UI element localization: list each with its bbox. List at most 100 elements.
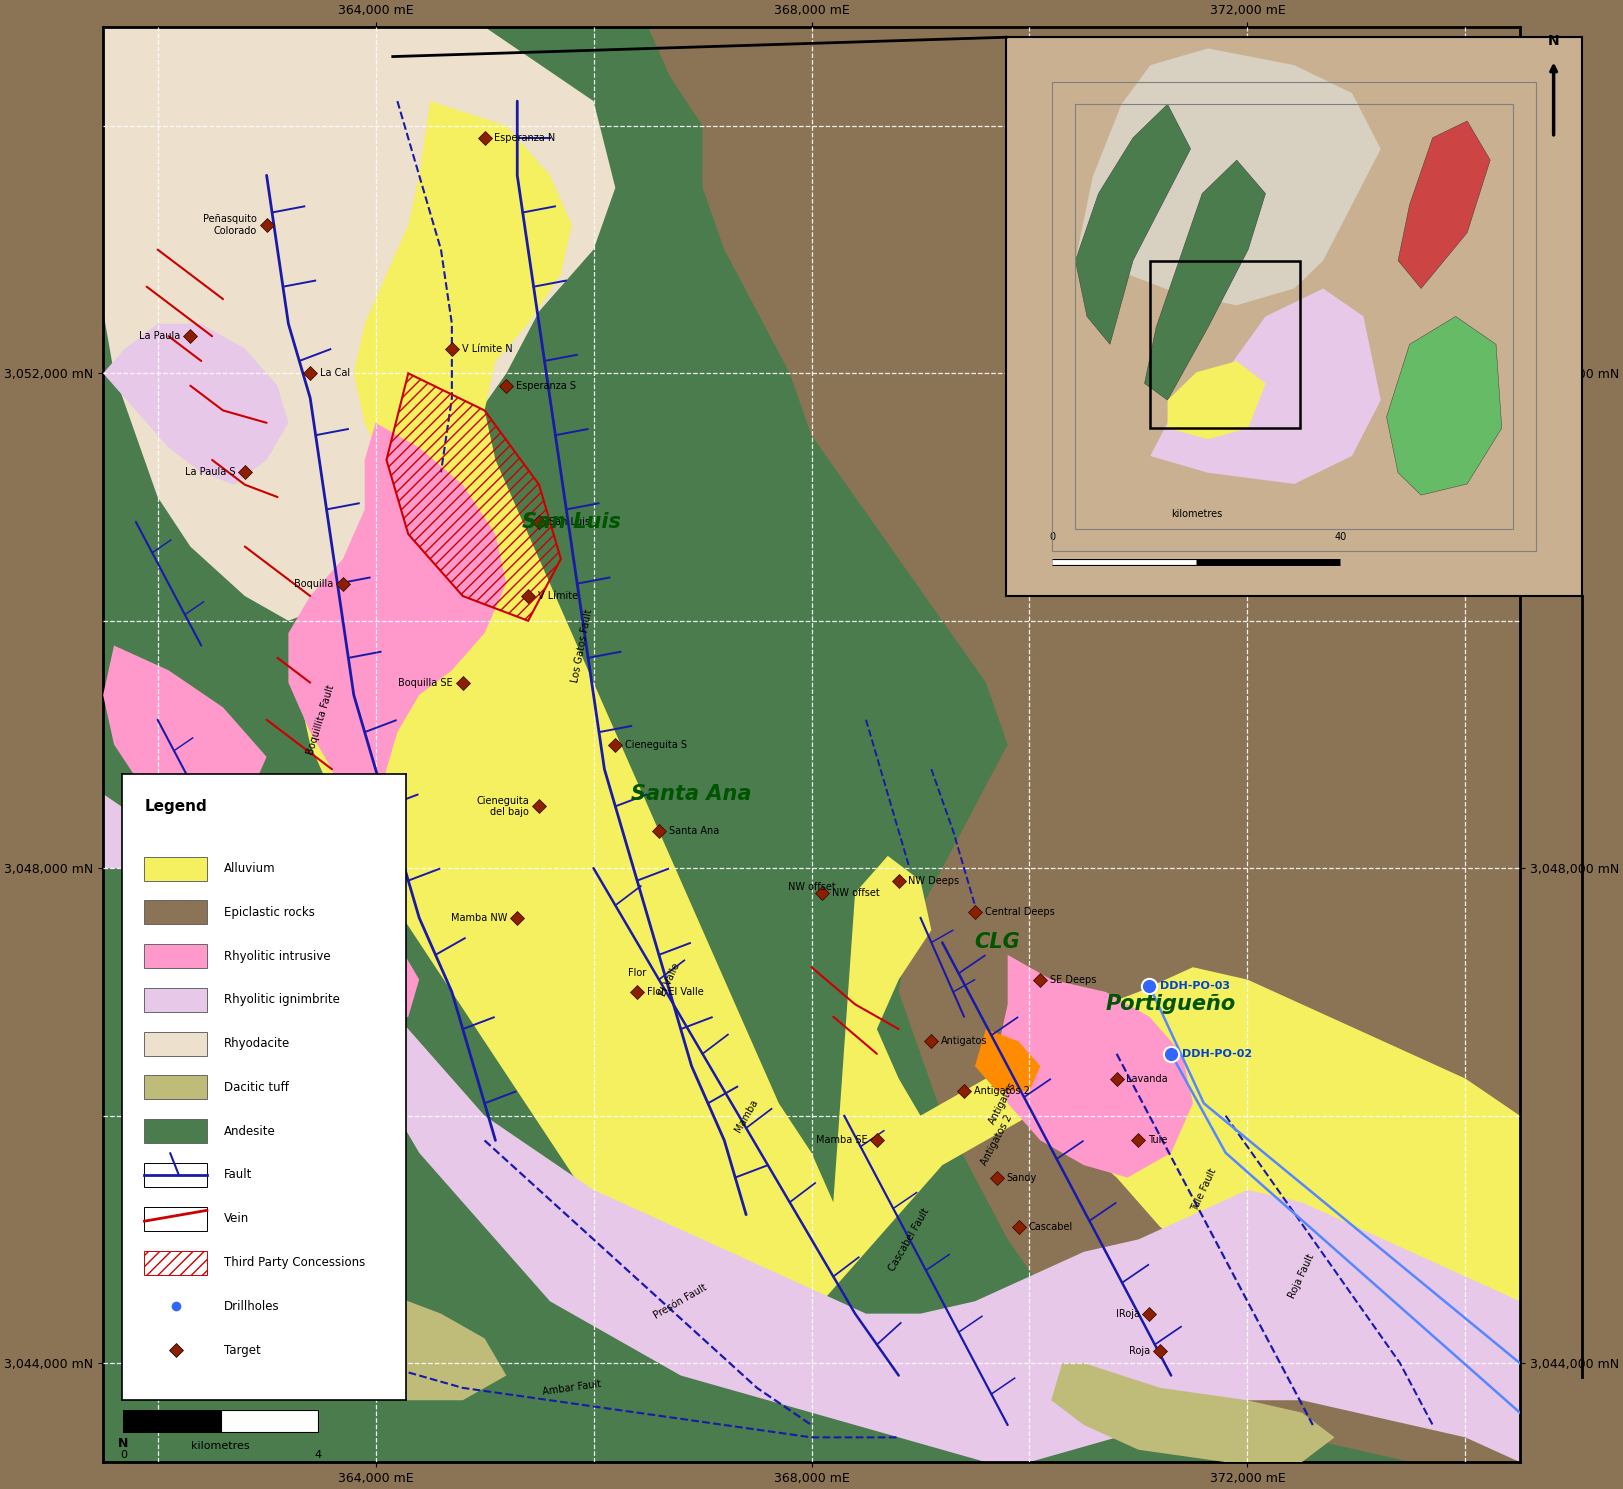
Text: Boquilla: Boquilla	[294, 579, 333, 588]
Text: N: N	[1548, 34, 1560, 49]
Text: V Límite N: V Límite N	[461, 344, 513, 353]
Polygon shape	[997, 954, 1193, 1178]
Polygon shape	[104, 27, 615, 621]
Bar	[144, 856, 208, 880]
Text: La Paula: La Paula	[140, 331, 180, 341]
Text: Mamba: Mamba	[732, 1097, 760, 1135]
Text: Antigatos 2: Antigatos 2	[974, 1085, 1029, 1096]
Polygon shape	[1076, 49, 1381, 305]
Text: Rhyodacite: Rhyodacite	[224, 1038, 291, 1050]
Text: Vein: Vein	[224, 1212, 250, 1225]
Polygon shape	[104, 794, 1519, 1462]
Text: DDH-PO-02: DDH-PO-02	[1182, 1048, 1253, 1059]
Text: kilometres: kilometres	[1170, 509, 1222, 520]
Text: Antigatos 2: Antigatos 2	[979, 1114, 1014, 1167]
Bar	[144, 1120, 208, 1144]
Text: Cieneguita S: Cieneguita S	[625, 740, 687, 749]
Bar	[144, 1032, 208, 1056]
Text: Santa Ana: Santa Ana	[669, 826, 719, 837]
Text: Sandy: Sandy	[1006, 1172, 1037, 1182]
Polygon shape	[299, 1264, 506, 1400]
Text: El Valle: El Valle	[657, 962, 682, 998]
Bar	[144, 944, 208, 968]
Text: Andesite: Andesite	[224, 1124, 276, 1138]
Text: Esperanza N: Esperanza N	[495, 133, 555, 143]
Bar	[144, 1075, 208, 1099]
Polygon shape	[104, 323, 289, 485]
Text: San Luis: San Luis	[549, 517, 589, 527]
Text: Cascabel Fault: Cascabel Fault	[888, 1206, 932, 1273]
Text: Boquilla SE: Boquilla SE	[398, 677, 453, 688]
Polygon shape	[104, 646, 266, 819]
Bar	[144, 1163, 208, 1187]
Text: Roja Fault: Roja Fault	[1287, 1252, 1316, 1300]
Text: 0: 0	[120, 1450, 127, 1461]
Text: Peñasquito
Colorado: Peñasquito Colorado	[203, 214, 256, 235]
Polygon shape	[1397, 121, 1490, 289]
Bar	[144, 901, 208, 925]
Text: Los Gatos Fault: Los Gatos Fault	[571, 608, 594, 683]
Polygon shape	[299, 101, 1519, 1362]
Polygon shape	[648, 27, 1519, 1462]
Bar	[144, 987, 208, 1013]
Text: Ambar Fault: Ambar Fault	[542, 1379, 602, 1397]
Text: Flor El Valle: Flor El Valle	[648, 987, 704, 998]
Text: Mamba NW: Mamba NW	[451, 913, 508, 923]
Text: V Límite: V Límite	[537, 591, 578, 602]
Text: Antigatos: Antigatos	[941, 1036, 988, 1047]
Text: Boquillita Fault: Boquillita Fault	[305, 683, 336, 756]
Text: Legend: Legend	[144, 800, 208, 814]
Text: CLG: CLG	[974, 932, 1019, 953]
Text: Roja: Roja	[1130, 1346, 1151, 1356]
Text: Santa Ana: Santa Ana	[631, 785, 751, 804]
Text: Flor: Flor	[628, 968, 646, 978]
Text: NW offset: NW offset	[787, 881, 836, 892]
Text: La Cal: La Cal	[320, 368, 351, 378]
Text: Cascabel: Cascabel	[1029, 1222, 1073, 1231]
Polygon shape	[289, 423, 506, 1029]
Text: Drillholes: Drillholes	[224, 1300, 279, 1313]
Text: La Paula S: La Paula S	[185, 468, 235, 478]
Text: DDH-PO-03: DDH-PO-03	[1160, 981, 1230, 990]
Text: Tule: Tule	[1147, 1136, 1167, 1145]
Text: Target: Target	[224, 1343, 261, 1356]
Text: Central Deeps: Central Deeps	[985, 907, 1055, 917]
Text: 4: 4	[315, 1450, 321, 1461]
Text: Lavanda: Lavanda	[1126, 1074, 1169, 1084]
Polygon shape	[975, 1029, 1040, 1091]
Bar	[1151, 261, 1300, 429]
Polygon shape	[1151, 289, 1381, 484]
Polygon shape	[1076, 104, 1191, 344]
Text: Portigueño: Portigueño	[1105, 995, 1237, 1014]
Text: Tule Fault: Tule Fault	[1190, 1167, 1219, 1214]
Text: Cieneguita
del bajo: Cieneguita del bajo	[477, 795, 529, 817]
Text: Esperanza S: Esperanza S	[516, 381, 576, 390]
Polygon shape	[1167, 360, 1266, 439]
Text: SE Deeps: SE Deeps	[1050, 975, 1097, 984]
Text: NW offset: NW offset	[833, 887, 880, 898]
Text: Mamba SE: Mamba SE	[815, 1136, 867, 1145]
Text: Fault: Fault	[224, 1169, 252, 1181]
Text: Rhyolitic ignimbrite: Rhyolitic ignimbrite	[224, 993, 339, 1007]
Text: Rhyolitic intrusive: Rhyolitic intrusive	[224, 950, 331, 962]
Text: Presón Fault: Presón Fault	[652, 1282, 709, 1321]
Text: IRoja: IRoja	[1115, 1309, 1139, 1319]
Polygon shape	[1052, 1362, 1334, 1462]
Text: N: N	[118, 1437, 128, 1450]
Bar	[1076, 104, 1513, 529]
Bar	[144, 1206, 208, 1231]
Text: 0: 0	[1050, 532, 1055, 542]
Text: 40: 40	[1334, 532, 1347, 542]
Polygon shape	[1386, 317, 1501, 494]
Text: NW Deeps: NW Deeps	[909, 876, 959, 886]
Text: Epiclastic rocks: Epiclastic rocks	[224, 905, 315, 919]
Bar	[144, 1251, 208, 1275]
Text: Dacitic tuff: Dacitic tuff	[224, 1081, 289, 1094]
Text: San Luis: San Luis	[523, 512, 622, 532]
Text: Alluvium: Alluvium	[224, 862, 276, 876]
Text: kilometres: kilometres	[192, 1441, 250, 1450]
Bar	[1052, 82, 1537, 551]
Text: Third Party Concessions: Third Party Concessions	[224, 1257, 365, 1269]
Text: Antigatos: Antigatos	[987, 1081, 1018, 1126]
Polygon shape	[1144, 161, 1266, 401]
